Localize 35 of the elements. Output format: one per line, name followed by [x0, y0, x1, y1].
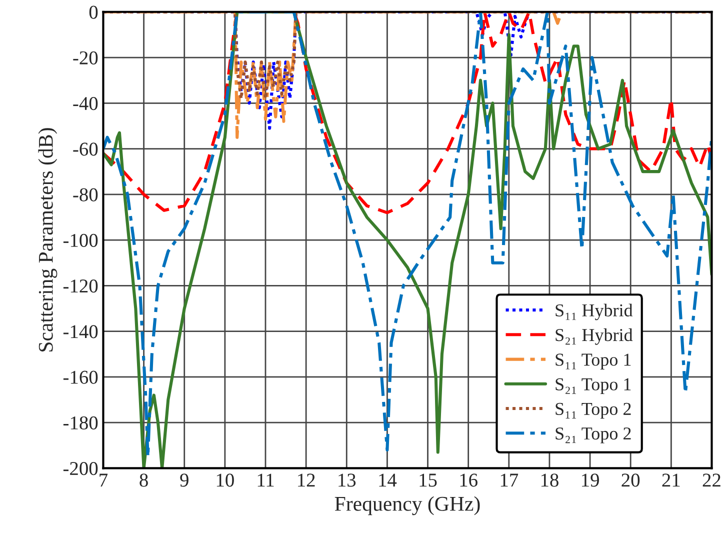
x-axis-title: Frequency (GHz)	[334, 496, 480, 516]
x-tick-label: 22	[702, 474, 720, 487]
legend-label: S₂₁ Hybrid	[556, 328, 633, 345]
y-axis-title: Scattering Parameters (dB)	[38, 128, 58, 352]
legend-label: S₁₁ Topo 2	[556, 402, 631, 419]
legend-label: S₂₁ Topo 1	[556, 378, 631, 394]
x-tick-label: 20	[622, 474, 640, 487]
x-tick-label: 18	[541, 474, 558, 487]
x-tick-label: 12	[298, 474, 315, 487]
x-tick-label: 10	[216, 474, 234, 487]
y-tick-label: -160	[63, 370, 98, 384]
x-tick-label: 9	[180, 474, 188, 487]
x-tick-label: 15	[420, 474, 437, 487]
legend-label: S₁₁ Topo 1	[556, 354, 631, 370]
x-tick-label: 8	[140, 474, 148, 487]
y-tick-label: -140	[63, 325, 98, 338]
y-tick-label: -60	[73, 142, 98, 156]
x-tick-label: 17	[500, 474, 518, 487]
y-tick-label: -120	[63, 279, 98, 293]
x-tick-label: 7	[100, 474, 108, 487]
y-tick-label: -20	[73, 51, 98, 64]
x-tick-label: 11	[258, 474, 274, 487]
y-tick-label: -40	[73, 96, 98, 110]
x-tick-label: 21	[662, 474, 680, 487]
y-tick-label: -100	[63, 234, 98, 247]
legend-label: S₂₁ Topo 2	[556, 427, 631, 444]
y-tick-label: -180	[63, 416, 98, 430]
x-tick-label: 13	[338, 474, 356, 487]
y-tick-label: -80	[73, 188, 98, 202]
y-tick-label: 0	[89, 6, 98, 19]
y-tick-label: -200	[63, 462, 98, 476]
x-tick-label: 14	[379, 474, 397, 487]
x-tick-label: 16	[460, 474, 478, 487]
x-tick-label: 19	[582, 474, 599, 487]
legend-label: S₁₁ Hybrid	[556, 304, 633, 320]
